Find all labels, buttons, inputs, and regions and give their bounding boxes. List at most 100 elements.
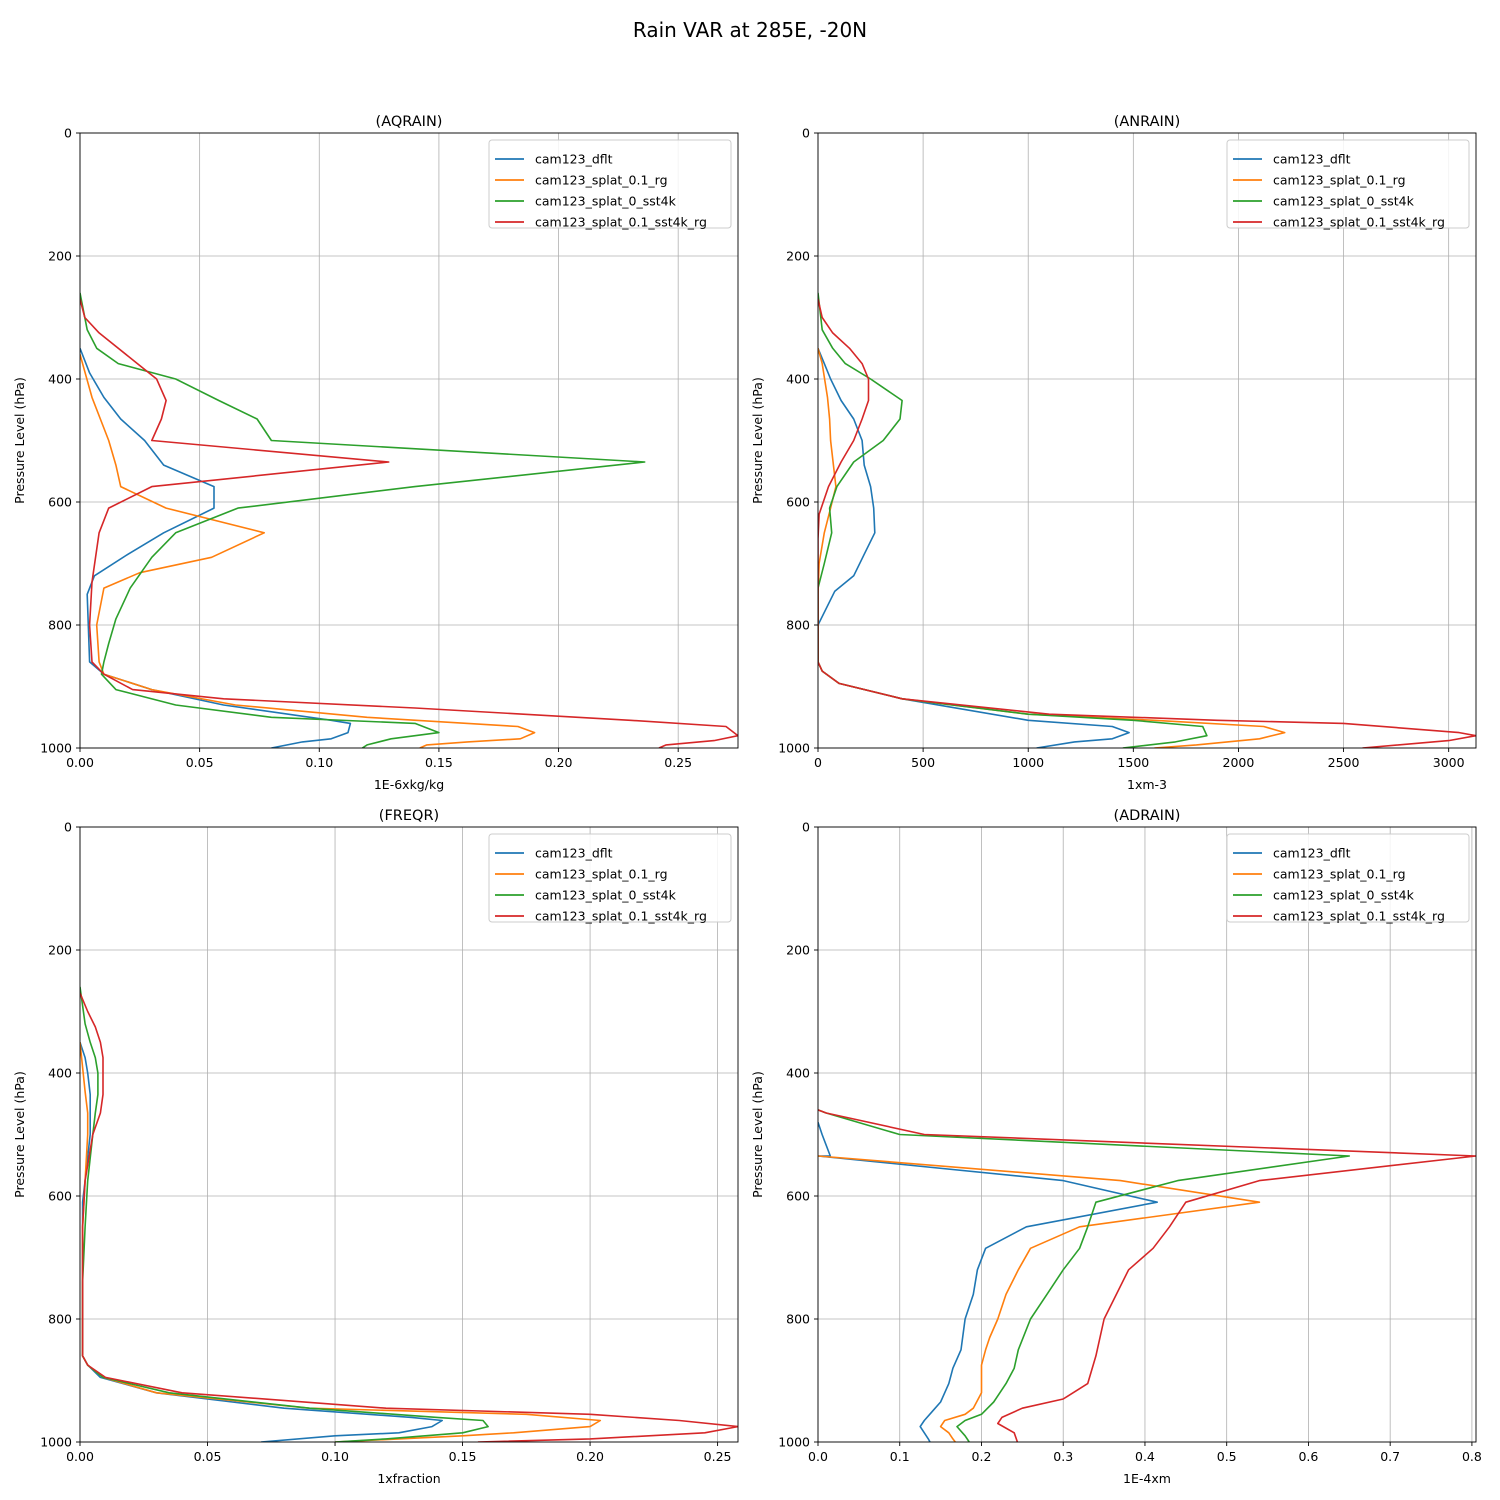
y-ticks: 0 200 400 600 800 1000 xyxy=(778,126,818,756)
y-tick-label: 1000 xyxy=(778,741,810,756)
x-axis-label: 1E-6xkg/kg xyxy=(374,777,444,792)
y-axis-label: Pressure Level (hPa) xyxy=(750,377,765,504)
x-tick-label: 0.05 xyxy=(194,1449,222,1464)
legend-box xyxy=(1226,833,1470,923)
series-line-1 xyxy=(818,347,1130,748)
x-tick-label: 0.7 xyxy=(1380,1449,1400,1464)
y-tick-label: 0 xyxy=(802,820,810,835)
legend-label: cam123_dflt xyxy=(535,152,613,167)
y-axis-label: Pressure Level (hPa) xyxy=(12,1071,27,1198)
x-tick-label: 2500 xyxy=(1328,755,1360,770)
axes-frame xyxy=(79,132,739,749)
x-tick-label: 3000 xyxy=(1433,755,1465,770)
legend-label: cam123_dflt xyxy=(1273,846,1351,861)
legend: cam123_dflt cam123_splat_0.1_rg cam123_spl… xyxy=(488,139,732,230)
x-ticks: 0.00 0.05 0.10 0.15 0.20 0.25 xyxy=(66,1442,732,1464)
y-axis-label: Pressure Level (hPa) xyxy=(750,1071,765,1198)
legend-label: cam123_splat_0_sst4k xyxy=(535,194,677,209)
series-line-4 xyxy=(80,298,738,748)
subplot-1: 0.00 0.05 0.10 0.15 0.20 0.25 0 200 400 600 800 100… xyxy=(12,114,739,792)
subplot-title: (ADRAIN) xyxy=(1114,808,1181,824)
legend-label: cam123_splat_0_sst4k xyxy=(535,888,677,903)
subplots-grid: 0.00 0.05 0.10 0.15 0.20 0.250200400600800100… xyxy=(12,114,1482,1486)
x-tick-label: 0.15 xyxy=(449,1449,477,1464)
y-tick-label: 800 xyxy=(48,618,72,633)
legend: cam123_dflt cam123_splat_0.1_rg cam123_spl… xyxy=(1226,139,1470,230)
x-tick-label: 0.4 xyxy=(1135,1449,1155,1464)
y-tick-label: 1000 xyxy=(40,1435,72,1450)
x-tick-label: 0.00 xyxy=(66,755,94,770)
series-line-1 xyxy=(818,1121,1158,1442)
legend: cam123_dflt cam123_splat_0.1_rg cam123_spl… xyxy=(488,833,732,924)
x-tick-label: 0.15 xyxy=(425,755,453,770)
x-tick-label: 0.10 xyxy=(321,1449,349,1464)
x-ticks: 0.0 0.1 0.2 0.3 0.4 0.5 0.6 0.7 0.8 xyxy=(808,1442,1482,1464)
x-tick-label: 2000 xyxy=(1223,755,1255,770)
figure-title: Rain VAR at 285E, -20N xyxy=(633,18,867,42)
legend: cam123_dflt cam123_splat_0.1_rg cam123_spl… xyxy=(1226,833,1470,924)
x-tick-label: 0.8 xyxy=(1462,1449,1482,1464)
legend-label: cam123_splat_0.1_rg xyxy=(1273,867,1406,882)
y-tick-label: 200 xyxy=(786,249,810,264)
y-ticks: 0 200 400 600 800 1000 xyxy=(40,820,80,1450)
y-tick-label: 800 xyxy=(786,618,810,633)
x-tick-label: 0.3 xyxy=(1053,1449,1073,1464)
x-tick-label: 0.05 xyxy=(186,755,214,770)
legend-label: cam123_splat_0_sst4k xyxy=(1273,194,1415,209)
x-tick-label: 0.25 xyxy=(704,1449,732,1464)
legend-box xyxy=(488,833,732,923)
y-tick-label: 0 xyxy=(64,820,72,835)
series-line-3 xyxy=(80,986,489,1442)
series-lines xyxy=(818,292,1476,748)
x-tick-label: 0.20 xyxy=(545,755,573,770)
x-tick-label: 0.5 xyxy=(1217,1449,1237,1464)
series-line-3 xyxy=(818,1109,1351,1442)
y-tick-label: 400 xyxy=(48,372,72,387)
series-line-1 xyxy=(80,348,352,748)
legend-label: cam123_splat_0.1_rg xyxy=(1273,173,1406,188)
series-lines xyxy=(818,1109,1476,1442)
series-line-4 xyxy=(80,992,738,1442)
y-tick-label: 200 xyxy=(48,943,72,958)
x-tick-label: 500 xyxy=(911,755,935,770)
y-tick-label: 1000 xyxy=(778,1435,810,1450)
y-tick-label: 600 xyxy=(786,1189,810,1204)
y-tick-label: 400 xyxy=(786,1066,810,1081)
subplot-title: (AQRAIN) xyxy=(376,114,443,130)
series-lines xyxy=(80,292,738,748)
x-tick-label: 0.20 xyxy=(576,1449,604,1464)
series-line-2 xyxy=(818,1155,1261,1442)
legend-box xyxy=(488,139,732,229)
axes-frame xyxy=(817,132,1477,749)
series-line-3 xyxy=(818,292,1208,748)
legend-label: cam123_splat_0.1_sst4k_rg xyxy=(1273,215,1445,230)
series-line-1 xyxy=(80,1042,444,1442)
legend-label: cam123_splat_0_sst4k xyxy=(1273,888,1415,903)
y-ticks: 0 200 400 600 800 1000 xyxy=(40,126,80,756)
x-tick-label: 0.25 xyxy=(664,755,692,770)
y-tick-label: 600 xyxy=(48,1189,72,1204)
x-tick-label: 0.0 xyxy=(808,1449,828,1464)
y-tick-label: 800 xyxy=(786,1312,810,1327)
series-line-2 xyxy=(80,1042,602,1442)
x-tick-label: 0.10 xyxy=(305,755,333,770)
x-tick-label: 1000 xyxy=(1012,755,1044,770)
x-tick-label: 0.00 xyxy=(66,1449,94,1464)
subplot-title: (FREQR) xyxy=(379,808,439,824)
legend-label: cam123_splat_0.1_rg xyxy=(535,867,668,882)
legend-label: cam123_dflt xyxy=(1273,152,1351,167)
y-axis-label: Pressure Level (hPa) xyxy=(12,377,27,504)
y-tick-label: 800 xyxy=(48,1312,72,1327)
y-tick-label: 400 xyxy=(48,1066,72,1081)
y-tick-label: 0 xyxy=(64,126,72,141)
legend-label: cam123_splat_0.1_sst4k_rg xyxy=(1273,909,1445,924)
series-line-2 xyxy=(818,348,1286,748)
legend-label: cam123_splat_0.1_sst4k_rg xyxy=(535,215,707,230)
y-ticks: 0 200 400 600 800 1000 xyxy=(778,820,818,1450)
y-tick-label: 600 xyxy=(786,495,810,510)
subplot-2: 0 500 1000 1500 2000 2500 3000 0 200 400 600 800 100… xyxy=(750,114,1477,792)
legend-label: cam123_splat_0.1_rg xyxy=(535,173,668,188)
x-tick-label: 1500 xyxy=(1117,755,1149,770)
x-axis-label: 1xm-3 xyxy=(1127,777,1167,792)
